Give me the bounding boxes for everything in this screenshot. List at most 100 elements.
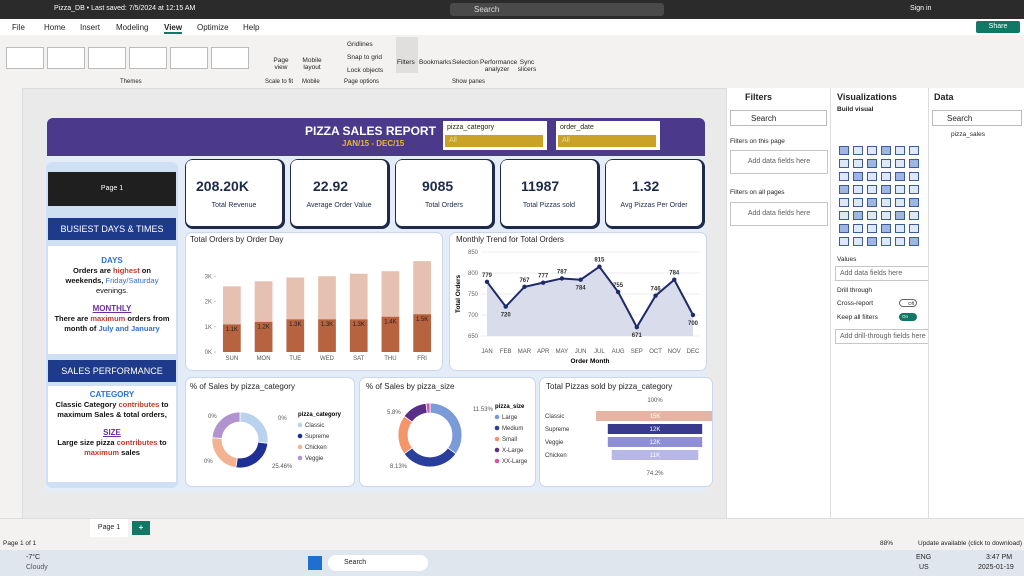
viz-icon[interactable]	[881, 211, 891, 220]
viz-icon[interactable]	[839, 146, 849, 155]
viz-icon[interactable]	[895, 198, 905, 207]
viz-icon[interactable]	[839, 198, 849, 207]
viz-icon[interactable]	[895, 211, 905, 220]
viz-icon[interactable]	[867, 172, 877, 181]
page-button[interactable]: Page 1	[48, 172, 176, 206]
sign-in[interactable]: Sign in	[910, 5, 932, 12]
viz-icon[interactable]	[881, 159, 891, 168]
viz-icon[interactable]	[853, 159, 863, 168]
theme[interactable]	[88, 47, 126, 69]
viz-icon[interactable]	[839, 211, 849, 220]
table-item[interactable]: pizza_sales	[951, 131, 985, 138]
viz-icon[interactable]	[881, 237, 891, 246]
viz-icon[interactable]	[867, 159, 877, 168]
zoom[interactable]: 88%	[880, 540, 894, 547]
x-tick-label: NOV	[668, 349, 681, 355]
viz-icon[interactable]	[839, 237, 849, 246]
checkbox-label[interactable]: Gridlines	[347, 41, 373, 48]
viz-icon[interactable]	[909, 172, 919, 181]
ribbon-button[interactable]: Bookmarks	[419, 59, 452, 66]
viz-icon[interactable]	[909, 237, 919, 246]
update-notice[interactable]: Update available (click to download)	[918, 540, 1023, 547]
slicer-value[interactable]: All	[558, 135, 656, 147]
checkbox-label[interactable]: Lock objects	[347, 67, 384, 74]
drop-zone[interactable]: Add drill-through fields here	[835, 329, 930, 344]
checkbox-label[interactable]: Snap to grid	[347, 54, 383, 61]
viz-icon[interactable]	[909, 224, 919, 233]
viz-icon[interactable]	[853, 172, 863, 181]
viz-icon[interactable]	[867, 146, 877, 155]
viz-icon[interactable]	[909, 146, 919, 155]
drop-zone[interactable]: Add data fields here	[835, 266, 930, 281]
theme[interactable]	[6, 47, 44, 69]
viz-icon[interactable]	[867, 185, 877, 194]
x-axis-label: Order Month	[571, 358, 610, 365]
viz-icon[interactable]	[867, 224, 877, 233]
viz-icon[interactable]	[909, 159, 919, 168]
viz-icon[interactable]	[853, 185, 863, 194]
slicer[interactable]: pizza_category All	[443, 121, 547, 150]
viz-icon[interactable]	[867, 211, 877, 220]
theme[interactable]	[170, 47, 208, 69]
viz-icon[interactable]	[853, 198, 863, 207]
viz-icon[interactable]	[853, 146, 863, 155]
menu-item[interactable]: Help	[243, 23, 260, 32]
theme[interactable]	[47, 47, 85, 69]
viz-icon[interactable]	[881, 224, 891, 233]
text-run: contributes	[116, 438, 158, 447]
menu-item[interactable]: Home	[44, 23, 66, 32]
ribbon: Themes Page view Scale to fit Mobile lay…	[0, 35, 1024, 89]
ribbon-button[interactable]: Filters	[397, 59, 415, 66]
drop-zone[interactable]: Add data fields here	[730, 202, 828, 226]
text-run: There are	[54, 314, 91, 323]
viz-icon[interactable]	[909, 211, 919, 220]
viz-icon[interactable]	[881, 146, 891, 155]
theme[interactable]	[211, 47, 249, 69]
add-page[interactable]: +	[132, 521, 150, 535]
viz-icon[interactable]	[895, 172, 905, 181]
toggle[interactable]: On	[899, 313, 917, 321]
viz-icon[interactable]	[895, 146, 905, 155]
ribbon-button[interactable]: Selection	[452, 59, 479, 66]
start-button[interactable]	[308, 556, 322, 570]
viz-icon[interactable]	[895, 224, 905, 233]
viz-icon[interactable]	[895, 185, 905, 194]
taskbar-search[interactable]: Search	[328, 555, 428, 571]
search-box[interactable]: Search	[450, 3, 664, 16]
viz-icon[interactable]	[895, 159, 905, 168]
toggle[interactable]: Off	[899, 299, 917, 307]
viz-icon[interactable]	[881, 185, 891, 194]
viz-icon[interactable]	[839, 224, 849, 233]
viz-icon[interactable]	[839, 185, 849, 194]
search-box[interactable]: Search	[932, 110, 1022, 126]
viz-icon[interactable]	[839, 159, 849, 168]
slicer-value[interactable]: All	[445, 135, 543, 147]
menu-item[interactable]: Insert	[80, 23, 101, 32]
share-button[interactable]: Share	[976, 21, 1020, 33]
viz-icon[interactable]	[853, 211, 863, 220]
page-tab[interactable]: Page 1	[90, 519, 128, 539]
viz-icon[interactable]	[867, 237, 877, 246]
menu-item[interactable]: Optimize	[197, 23, 229, 32]
viz-icon[interactable]	[909, 198, 919, 207]
viz-icon[interactable]	[867, 198, 877, 207]
theme[interactable]	[129, 47, 167, 69]
menu-item[interactable]: File	[12, 23, 25, 32]
search-box[interactable]: Search	[730, 110, 827, 126]
viz-icon[interactable]	[881, 198, 891, 207]
viz-icon[interactable]	[853, 237, 863, 246]
slicer[interactable]: order_date All	[556, 121, 660, 150]
viz-icon[interactable]	[895, 237, 905, 246]
drop-zone[interactable]: Add data fields here	[730, 150, 828, 174]
viz-icon[interactable]	[839, 172, 849, 181]
ribbon-button[interactable]: Page view	[273, 57, 289, 71]
menu-item[interactable]: Modeling	[116, 23, 149, 32]
ribbon-button[interactable]: Mobile layout	[302, 57, 322, 71]
viz-icon[interactable]	[909, 185, 919, 194]
ribbon-button[interactable]: Sync slicers	[517, 59, 537, 73]
ribbon-button[interactable]: Performance analyzer	[480, 59, 518, 73]
menu-item[interactable]: View	[164, 23, 183, 34]
viz-icon[interactable]	[881, 172, 891, 181]
data-label: 1.3K	[353, 322, 365, 328]
viz-icon[interactable]	[853, 224, 863, 233]
